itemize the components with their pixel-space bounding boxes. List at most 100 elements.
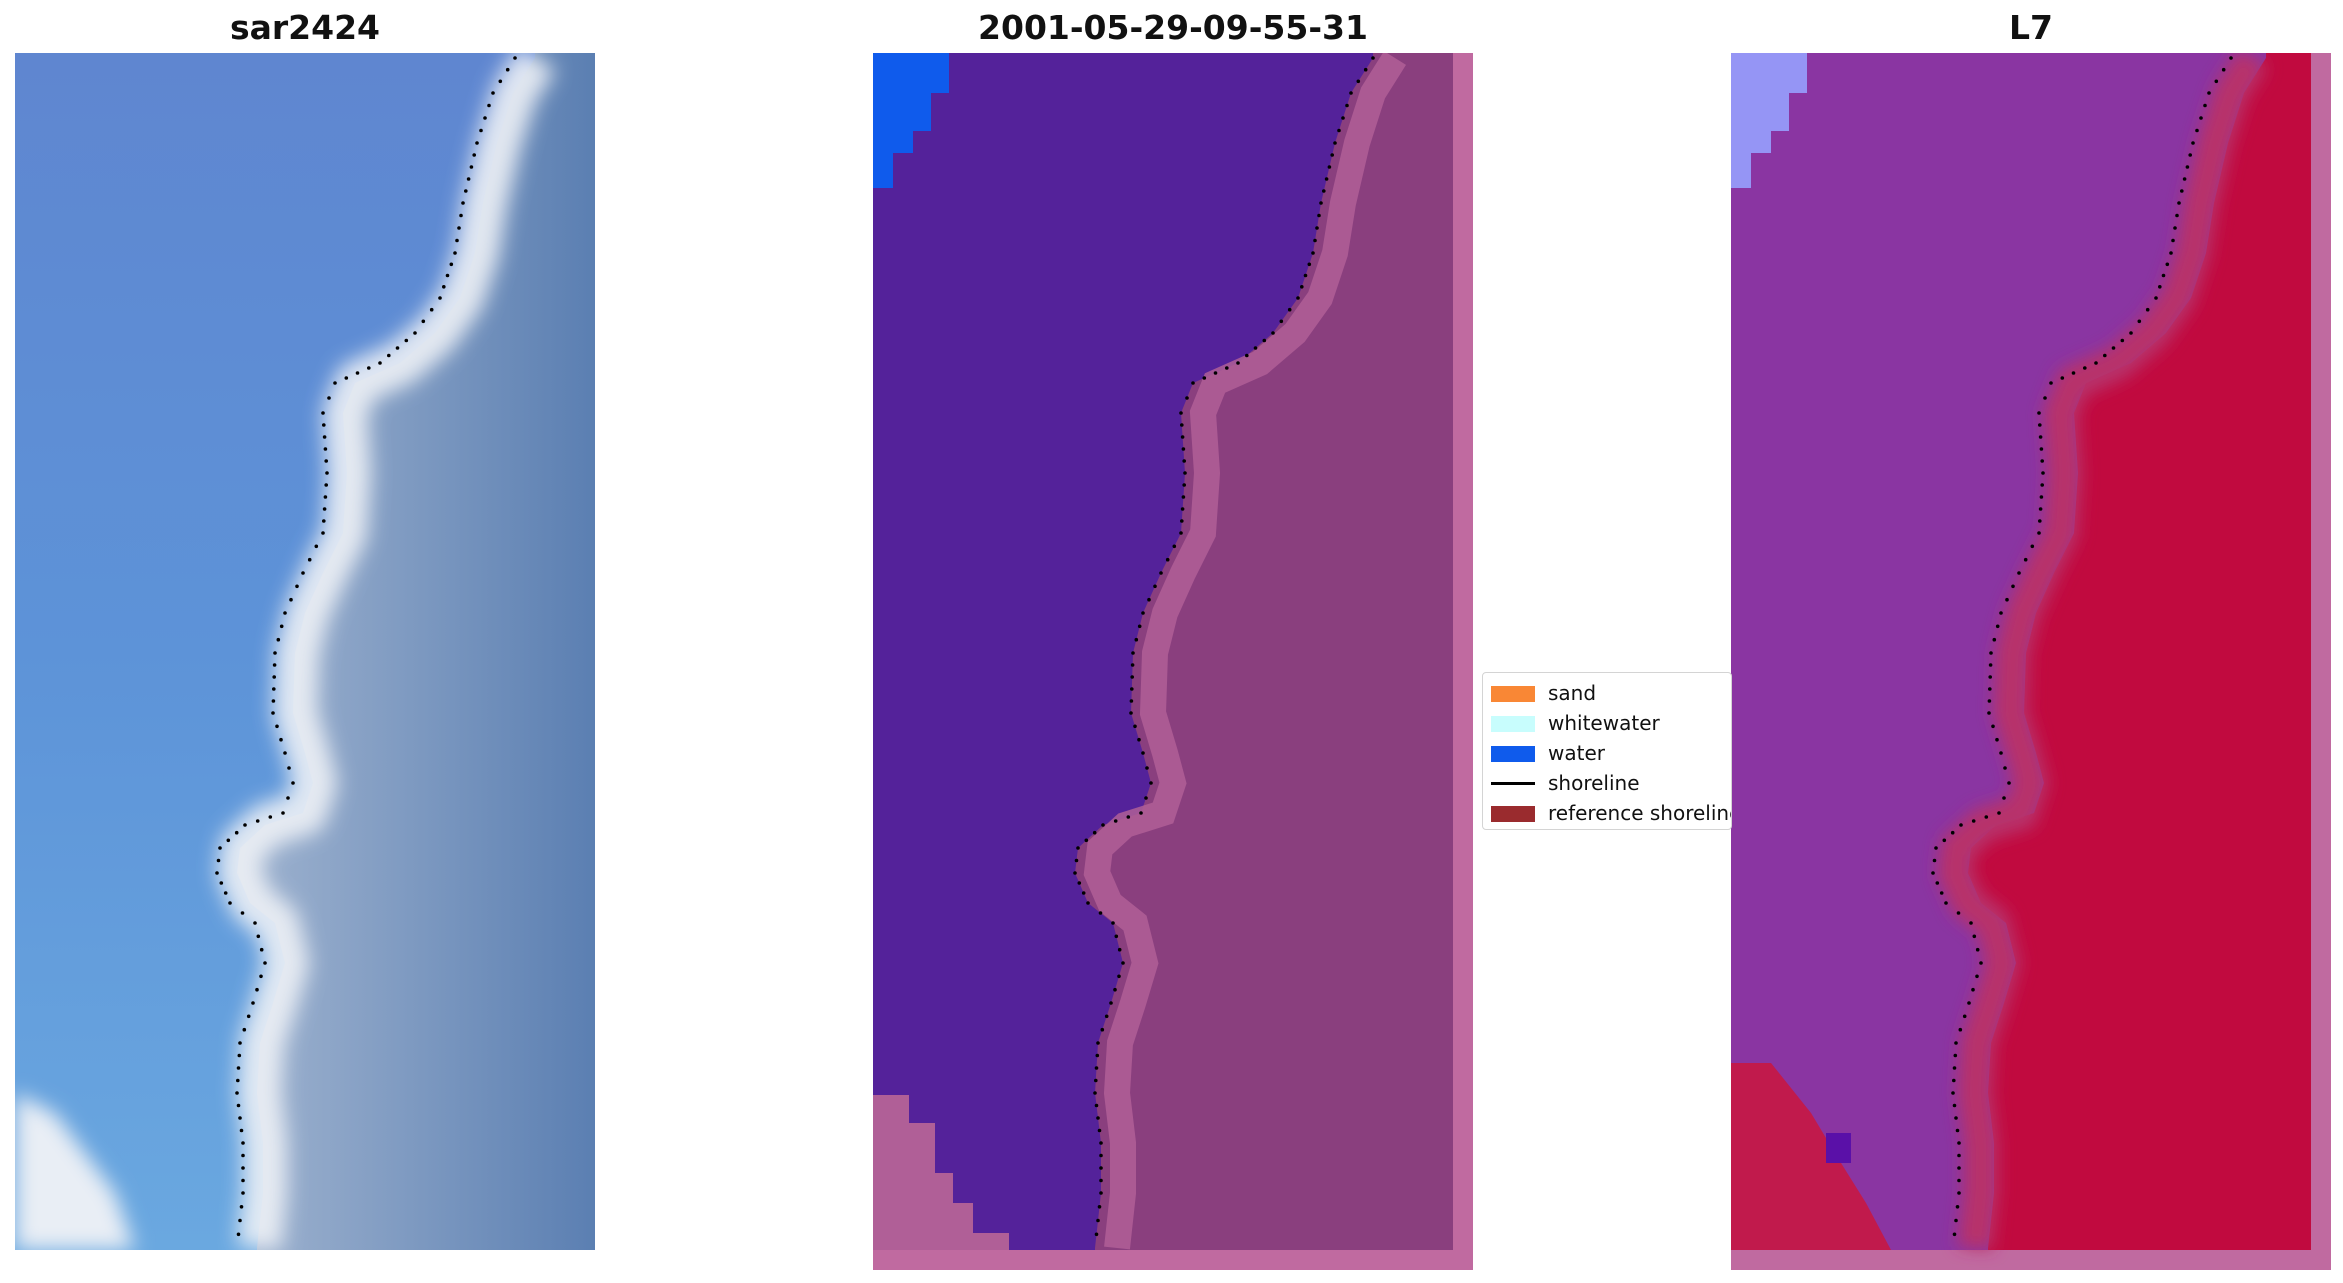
shoreline-dot [242, 1027, 247, 1032]
shoreline-dot [1931, 871, 1935, 875]
shoreline-dot [2229, 56, 2233, 60]
shoreline-dot [1074, 858, 1079, 863]
shoreline-dot [2120, 338, 2125, 343]
shoreline-dot [445, 273, 450, 278]
shoreline-dot [491, 91, 495, 95]
shoreline-dot [457, 226, 461, 230]
shoreline-dot [216, 858, 221, 863]
shoreline-dot [241, 1178, 245, 1183]
shoreline-dot [1957, 1191, 1961, 1195]
shoreline-dot [1137, 624, 1142, 629]
shoreline-dots [1073, 56, 1375, 1237]
corner-land [873, 1095, 1009, 1250]
shoreline-dot [1253, 346, 1258, 350]
shoreline-dot [1182, 459, 1186, 463]
shoreline-dot [272, 663, 277, 667]
shoreline-dot [367, 366, 371, 370]
shoreline-dot [1191, 381, 1195, 385]
shoreline-dot [1144, 796, 1148, 800]
shoreline-dot [378, 361, 382, 365]
shoreline-dot [1952, 1066, 1957, 1070]
shoreline-dot [1957, 1166, 1961, 1170]
shoreline-dot [2043, 396, 2047, 400]
shoreline-dot [2002, 796, 2006, 800]
shoreline-dot [1130, 687, 1134, 691]
shoreline-dot [1092, 830, 1097, 835]
shoreline-dot [236, 1232, 241, 1237]
shoreline-dot [1096, 1218, 1100, 1223]
shoreline-dot [2083, 366, 2087, 370]
shoreline-dot [1957, 1141, 1961, 1145]
shoreline-dot [273, 651, 277, 655]
shoreline-dot [236, 1066, 241, 1070]
shoreline-dot [286, 796, 290, 800]
shoreline-dot [1153, 584, 1157, 589]
shoreline-dot [421, 319, 426, 324]
shoreline-dot [1113, 819, 1118, 823]
shoreline-dot [1969, 921, 1973, 925]
shoreline-dot [2094, 361, 2098, 365]
shoreline-dot [1371, 56, 1375, 60]
shoreline-dot [218, 846, 222, 850]
shoreline-dot [2003, 766, 2007, 770]
shoreline-dot [1992, 637, 1997, 642]
shoreline-dot [259, 947, 264, 952]
shoreline-dot [464, 189, 468, 193]
shoreline-dot [1094, 1078, 1098, 1083]
shoreline-dot [226, 838, 231, 843]
shoreline-dot [404, 338, 409, 343]
shoreline-dot [1987, 699, 1992, 703]
shoreline-dot [1952, 1232, 1957, 1237]
shoreline-dot [240, 911, 245, 915]
shoreline-dot [505, 67, 510, 72]
shoreline-dot [1954, 1041, 1958, 1045]
shoreline-dot [2071, 371, 2076, 375]
index-image-panel [1731, 53, 2331, 1270]
shoreline-dot [1094, 1232, 1099, 1237]
land-index [1968, 53, 2311, 1250]
shoreline-dot [246, 1014, 251, 1019]
shoreline-dot [2165, 262, 2170, 267]
shoreline-dot [1972, 934, 1977, 939]
shoreline-dots [215, 56, 517, 1237]
shoreline-dot [1958, 1027, 1963, 1032]
shoreline-dot [2199, 116, 2203, 120]
shoreline-dot [241, 1191, 245, 1195]
shoreline-dot [1145, 766, 1149, 770]
shoreline-dot [1953, 1053, 1958, 1058]
shoreline-dot [272, 675, 277, 679]
shoreline-dot [321, 411, 325, 415]
shoreline-dot [287, 766, 291, 770]
shoreline-dot [1114, 934, 1119, 939]
shoreline-dot [1271, 331, 1275, 335]
legend-item-sand: sand [1483, 681, 1731, 705]
shoreline-dot [2040, 459, 2044, 463]
shoreline-dot [1096, 1116, 1100, 1120]
legend-swatch-reference-shoreline [1491, 806, 1535, 822]
shoreline-dot [1349, 91, 1353, 95]
shoreline-dot [228, 901, 232, 905]
shoreline-dot [429, 307, 434, 312]
shoreline-dot [1172, 544, 1177, 549]
shoreline-dot [1954, 1218, 1958, 1223]
shoreline-dot [241, 1153, 245, 1158]
shoreline-dot [1971, 987, 1975, 992]
shoreline-dot [475, 141, 479, 145]
shoreline-dot [2214, 79, 2219, 84]
shoreline-dot [1180, 435, 1185, 439]
legend-label-water: water [1548, 741, 1605, 765]
shoreline-dot [307, 557, 312, 562]
shoreline-dot [1095, 1053, 1100, 1058]
water-pixels-corner [873, 53, 949, 188]
shoreline-dot [2173, 226, 2177, 230]
shoreline-dot [1109, 1001, 1113, 1005]
shoreline-dot [239, 1205, 244, 1209]
shoreline-dot [1313, 238, 1317, 243]
shoreline-dot [1141, 611, 1145, 615]
shoreline-dot [2011, 584, 2015, 589]
transition-zone [1083, 53, 1407, 1250]
shoreline-dot [1333, 141, 1337, 145]
shoreline-dot [1363, 67, 1368, 72]
shoreline-dot [281, 811, 285, 815]
shoreline-dot [1951, 1091, 1955, 1095]
